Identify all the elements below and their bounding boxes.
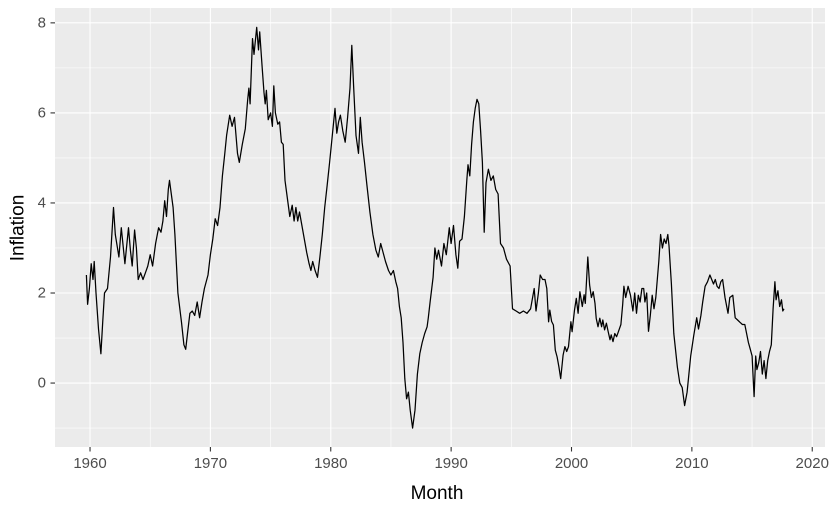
- y-tick-label: 6: [37, 104, 46, 122]
- x-tick-label: 1990: [434, 455, 468, 472]
- y-axis-title: Inflation: [7, 194, 29, 262]
- x-tick-label: 1980: [314, 455, 348, 472]
- minor-gridlines: [55, 8, 825, 447]
- x-tick-label: 2020: [795, 455, 829, 472]
- y-tick-label: 8: [37, 14, 46, 32]
- y-tick-label: 4: [37, 194, 46, 212]
- y-tick-label: 0: [37, 374, 46, 392]
- y-tick-label: 2: [37, 284, 46, 302]
- major-gridlines: [55, 8, 825, 447]
- x-axis-title: Month: [410, 483, 464, 504]
- x-tick-label: 2010: [675, 455, 709, 472]
- axis-tick-marks: [50, 22, 813, 452]
- x-tick-label: 1970: [193, 455, 228, 472]
- x-tick-label: 2000: [554, 455, 589, 472]
- inflation-series-line: [85, 26, 785, 429]
- x-tick-label: 1960: [73, 455, 107, 472]
- plot-panel: [55, 8, 825, 447]
